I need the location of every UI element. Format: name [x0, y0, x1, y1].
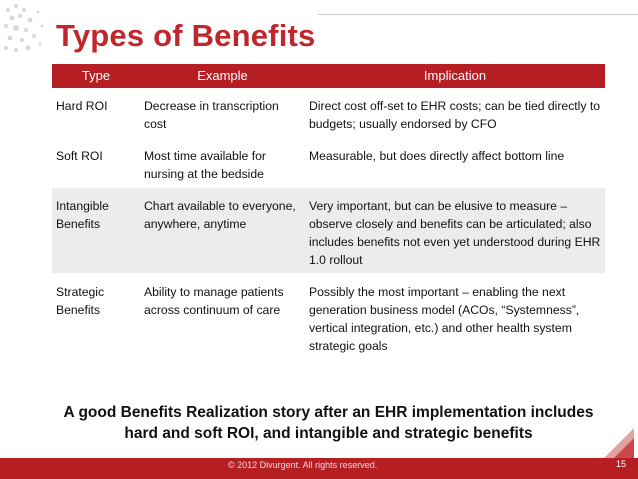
cell-example: Most time available for nursing at the b…: [140, 137, 305, 188]
title-divider: [318, 14, 638, 15]
header-example: Example: [140, 64, 305, 88]
cell-implication: Direct cost off-set to EHR costs; can be…: [305, 88, 605, 138]
footer-copyright: © 2012 Divurgent. All rights reserved.: [228, 460, 378, 470]
page-number: 15: [615, 459, 626, 469]
header-type: Type: [52, 64, 140, 88]
cell-example: Decrease in transcription cost: [140, 88, 305, 138]
decorative-dot-pattern: [4, 4, 44, 52]
header-implication: Implication: [305, 64, 605, 88]
cell-type: Intangible Benefits: [52, 187, 140, 274]
cell-example: Chart available to everyone, anywhere, a…: [140, 187, 305, 274]
table-row-hard-roi: Hard ROI Decrease in transcription cost …: [52, 88, 605, 138]
page-title: Types of Benefits: [56, 18, 316, 53]
cell-type: Soft ROI: [52, 137, 140, 188]
table-row-intangible: Intangible Benefits Chart available to e…: [52, 187, 605, 274]
cell-type: Hard ROI: [52, 88, 140, 138]
table-row-soft-roi: Soft ROI Most time available for nursing…: [52, 137, 605, 188]
summary-statement: A good Benefits Realization story after …: [63, 404, 594, 442]
cell-implication: Possibly the most important – enabling t…: [305, 273, 605, 360]
cell-implication: Measurable, but does directly affect bot…: [305, 137, 605, 188]
cell-type: Strategic Benefits: [52, 273, 140, 360]
cell-implication: Very important, but can be elusive to me…: [305, 187, 605, 274]
table-row-strategic: Strategic Benefits Ability to manage pat…: [52, 273, 605, 360]
table-header-row: Type Example Implication: [52, 64, 605, 88]
cell-example: Ability to manage patients across contin…: [140, 273, 305, 360]
company-logo-icon: [604, 428, 634, 458]
footer-bar: © 2012 Divurgent. All rights reserved. 1…: [0, 458, 638, 479]
benefits-table: Type Example Implication Hard ROI Decrea…: [52, 64, 605, 360]
